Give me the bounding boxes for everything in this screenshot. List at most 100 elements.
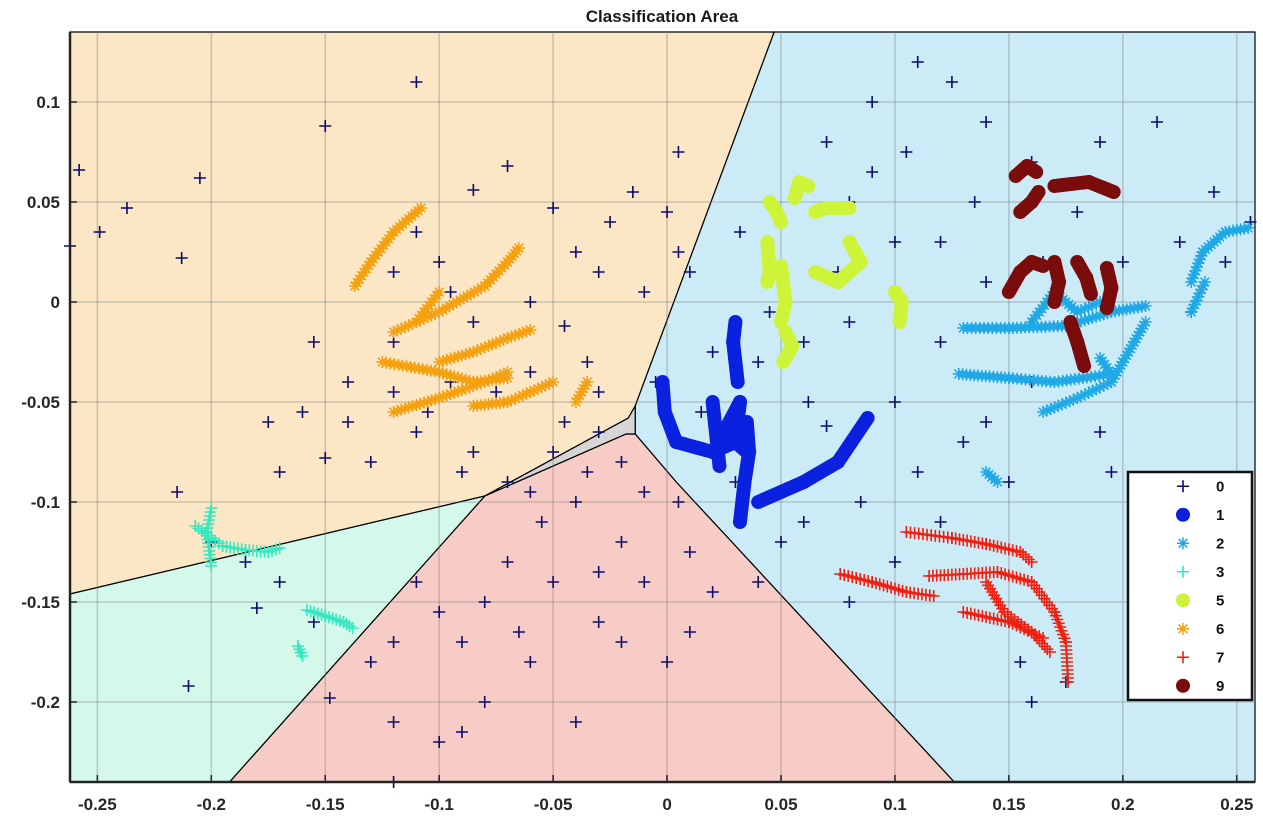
point-class-2 <box>1118 352 1131 365</box>
point-class-0 <box>387 386 400 398</box>
point-class-0 <box>262 416 275 428</box>
point-class-6 <box>448 351 461 364</box>
point-class-6 <box>433 366 446 378</box>
point-class-2 <box>1190 294 1203 307</box>
point-class-7 <box>1017 548 1030 561</box>
x-tick-label: -0.25 <box>78 795 117 814</box>
point-class-0 <box>535 516 548 528</box>
point-class-6 <box>524 324 537 336</box>
point-class-0 <box>478 696 491 708</box>
point-class-0 <box>592 386 605 398</box>
point-class-0 <box>820 420 833 432</box>
y-tick-label: -0.2 <box>31 693 60 712</box>
legend-marker-6 <box>1177 622 1189 635</box>
point-class-6 <box>395 322 408 335</box>
point-class-6 <box>447 298 460 310</box>
point-class-6 <box>505 330 518 343</box>
point-class-2 <box>1075 315 1088 328</box>
point-class-0 <box>820 136 833 148</box>
point-class-0 <box>455 466 468 478</box>
point-class-6 <box>417 396 430 409</box>
point-class-6 <box>452 385 465 398</box>
point-class-6 <box>406 317 419 330</box>
point-class-6 <box>493 335 506 348</box>
point-class-0 <box>387 636 400 648</box>
point-class-6 <box>474 342 487 355</box>
point-class-6 <box>482 374 495 387</box>
point-class-6 <box>467 380 480 392</box>
point-class-6 <box>444 352 457 365</box>
point-class-0 <box>752 356 765 368</box>
point-class-6 <box>410 399 423 411</box>
legend-label-2: 2 <box>1216 535 1224 552</box>
point-class-0 <box>733 226 746 238</box>
point-class-6 <box>577 382 590 395</box>
point-class-2 <box>1067 393 1080 406</box>
point-class-6 <box>474 377 487 390</box>
point-class-2 <box>1133 326 1146 338</box>
point-class-6 <box>535 381 548 393</box>
point-class-2 <box>1124 342 1137 355</box>
point-class-6 <box>497 333 510 346</box>
y-tick-label: 0 <box>51 293 60 312</box>
series-1 <box>655 315 875 529</box>
point-class-0 <box>1025 696 1038 708</box>
point-class-6 <box>509 329 522 342</box>
point-class-2 <box>1193 287 1206 300</box>
point-class-0 <box>1071 206 1084 218</box>
point-class-2 <box>1192 291 1205 303</box>
point-class-3 <box>198 527 211 540</box>
point-class-0 <box>1105 466 1118 478</box>
point-class-2 <box>1094 296 1107 308</box>
point-class-3 <box>189 520 202 532</box>
x-tick-label: 0.2 <box>1111 795 1135 814</box>
legend-marker-9 <box>1176 678 1190 693</box>
point-class-0 <box>547 202 560 214</box>
point-class-0 <box>968 196 981 208</box>
point-class-7 <box>1019 551 1032 563</box>
point-class-6 <box>444 388 457 400</box>
point-class-0 <box>433 736 446 748</box>
point-class-2 <box>1107 372 1120 385</box>
chart-title: Classification Area <box>586 7 739 26</box>
series-9 <box>1001 159 1121 373</box>
point-class-2 <box>1195 249 1208 262</box>
legend-marker-0 <box>1177 480 1189 493</box>
point-class-0 <box>683 546 696 558</box>
point-class-6 <box>524 386 537 398</box>
point-class-6 <box>433 356 446 368</box>
point-class-6 <box>414 202 427 214</box>
point-class-2 <box>1190 261 1203 273</box>
point-class-0 <box>569 496 582 508</box>
x-tick-label: -0.1 <box>425 795 454 814</box>
point-class-0 <box>1002 476 1015 488</box>
point-class-5 <box>842 235 857 249</box>
point-class-6 <box>440 353 453 366</box>
point-class-0 <box>980 116 993 128</box>
point-class-0 <box>763 306 776 318</box>
point-class-0 <box>592 566 605 578</box>
y-tick-label: 0.1 <box>36 93 60 112</box>
point-class-2 <box>1130 332 1143 345</box>
point-class-2 <box>1094 309 1107 322</box>
point-class-2 <box>1114 359 1127 372</box>
point-class-0 <box>980 416 993 428</box>
point-class-6 <box>455 349 468 362</box>
point-class-6 <box>443 300 456 312</box>
point-class-0 <box>661 206 674 218</box>
point-class-0 <box>957 436 970 448</box>
point-class-0 <box>888 396 901 408</box>
point-class-6 <box>429 307 442 320</box>
point-class-6 <box>497 367 510 380</box>
x-tick-label: 0.25 <box>1220 795 1253 814</box>
point-class-0 <box>581 466 594 478</box>
point-class-0 <box>455 636 468 648</box>
point-class-0 <box>695 406 708 418</box>
point-class-7 <box>1043 646 1056 658</box>
point-class-2 <box>1097 379 1110 392</box>
point-class-0 <box>182 680 195 692</box>
legend-box <box>1126 470 1254 702</box>
point-class-0 <box>934 336 947 348</box>
legend: 0 1 2 3 5 6 7 9 <box>1126 470 1254 702</box>
point-class-6 <box>482 339 495 352</box>
